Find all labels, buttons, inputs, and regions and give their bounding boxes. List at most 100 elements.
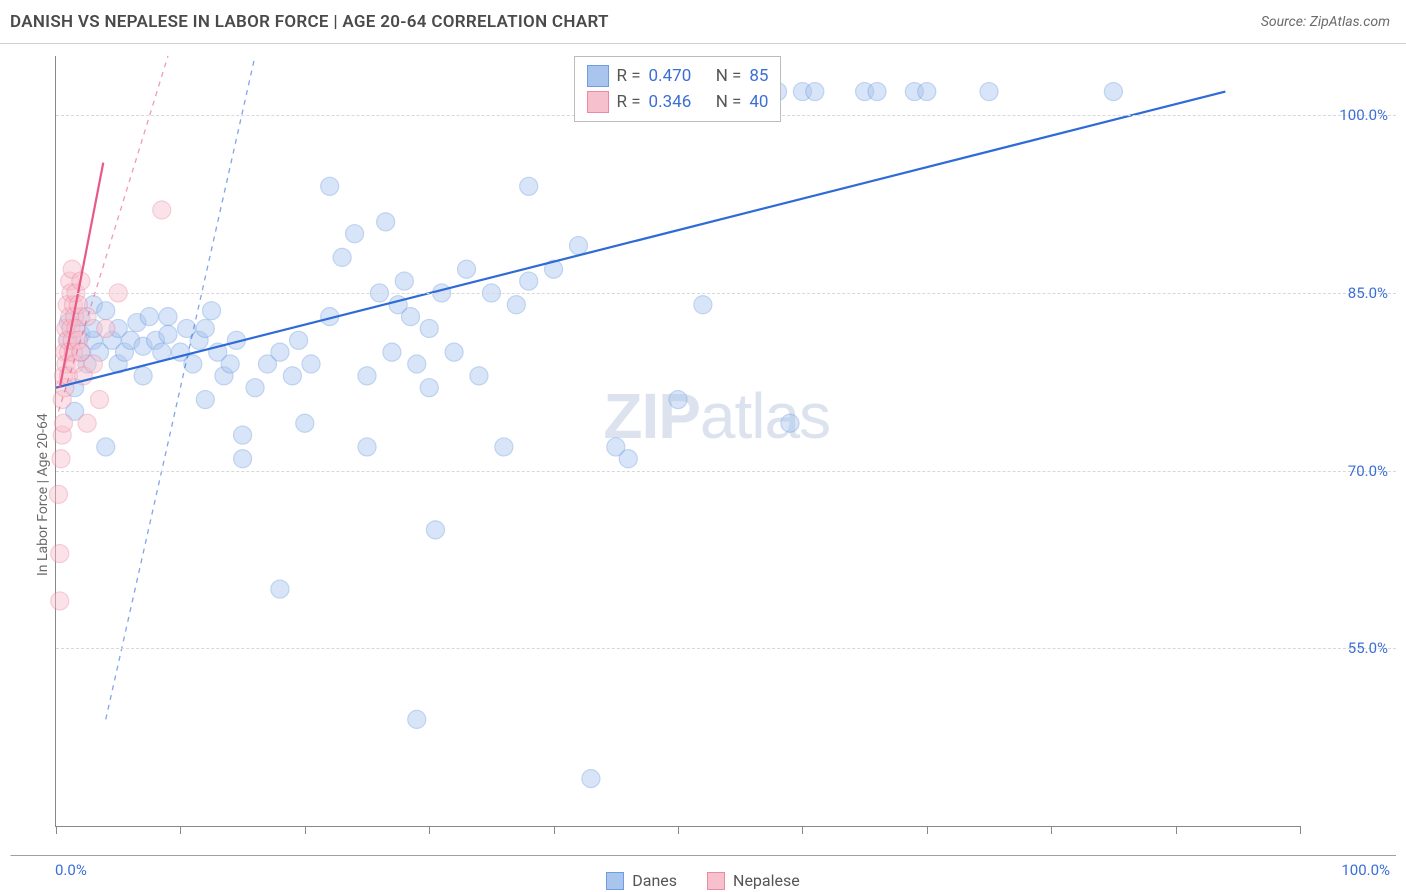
scatter-point <box>806 83 824 101</box>
scatter-point <box>383 343 401 361</box>
chart-source: Source: ZipAtlas.com <box>1261 14 1390 30</box>
legend-stat-row: R = 0.346 N = 40 <box>587 89 769 115</box>
legend-label: Nepalese <box>733 871 800 890</box>
x-tick <box>180 826 181 834</box>
chart-title: DANISH VS NEPALESE IN LABOR FORCE | AGE … <box>10 12 609 32</box>
chart-header: DANISH VS NEPALESE IN LABOR FORCE | AGE … <box>0 0 1406 44</box>
scatter-point <box>51 592 69 610</box>
scatter-point <box>868 83 886 101</box>
chart-container: In Labor Force | Age 20-64 ZIPatlas R = … <box>10 44 1396 856</box>
y-tick-label: 100.0% <box>1339 106 1388 124</box>
r-label: R = <box>617 66 641 86</box>
legend-item: Danes <box>606 871 677 890</box>
legend-item: Nepalese <box>707 871 800 890</box>
scatter-point <box>395 272 413 290</box>
legend-label: Danes <box>632 871 677 890</box>
n-value: 85 <box>749 66 768 86</box>
scatter-point <box>346 225 364 243</box>
scatter-point <box>134 367 152 385</box>
scatter-point <box>333 248 351 266</box>
x-tick <box>678 826 679 834</box>
scatter-point <box>358 367 376 385</box>
scatter-point <box>619 450 637 468</box>
scatter-point <box>507 296 525 314</box>
scatter-point <box>569 237 587 255</box>
scatter-point <box>445 343 463 361</box>
scatter-point <box>196 319 214 337</box>
scatter-point <box>302 355 320 373</box>
x-tick <box>927 826 928 834</box>
scatter-point <box>296 414 314 432</box>
scatter-point <box>358 438 376 456</box>
n-value: 40 <box>749 92 768 112</box>
x-tick <box>1051 826 1052 834</box>
n-label: N = <box>716 92 742 112</box>
scatter-point <box>408 355 426 373</box>
x-tick <box>554 826 555 834</box>
scatter-point <box>91 391 109 409</box>
scatter-point <box>420 319 438 337</box>
scatter-point <box>51 545 69 563</box>
trend-line <box>56 92 1225 388</box>
y-tick-label: 70.0% <box>1348 462 1388 480</box>
y-tick-label: 85.0% <box>1348 284 1388 302</box>
scatter-point <box>520 272 538 290</box>
scatter-point <box>246 379 264 397</box>
scatter-point <box>781 414 799 432</box>
y-axis-label: In Labor Force | Age 20-64 <box>35 413 51 576</box>
r-label: R = <box>617 92 641 112</box>
scatter-point <box>159 325 177 343</box>
n-label: N = <box>716 66 742 86</box>
scatter-point <box>78 414 96 432</box>
x-tick <box>1176 826 1177 834</box>
scatter-point <box>234 450 252 468</box>
x-tick <box>802 826 803 834</box>
scatter-point <box>402 308 420 326</box>
scatter-point <box>980 83 998 101</box>
x-tick <box>429 826 430 834</box>
scatter-point <box>84 355 102 373</box>
scatter-point <box>196 391 214 409</box>
gridline <box>56 293 1396 294</box>
scatter-point <box>78 308 96 326</box>
legend-swatch <box>587 91 609 113</box>
r-value: 0.346 <box>649 92 692 112</box>
scatter-point <box>52 450 70 468</box>
scatter-point <box>321 177 339 195</box>
legend-swatch <box>606 872 624 890</box>
legend-swatch <box>707 872 725 890</box>
scatter-point <box>377 213 395 231</box>
scatter-point <box>140 308 158 326</box>
scatter-point <box>159 308 177 326</box>
chart-area: In Labor Force | Age 20-64 ZIPatlas R = … <box>55 56 1300 827</box>
scatter-point <box>669 391 687 409</box>
plot-svg <box>56 56 1300 826</box>
legend-series: Danes Nepalese <box>0 871 1406 890</box>
scatter-point <box>470 367 488 385</box>
scatter-point <box>203 302 221 320</box>
y-tick-label: 55.0% <box>1348 639 1388 657</box>
legend-stat-row: R = 0.470 N = 85 <box>587 63 769 89</box>
scatter-point <box>420 379 438 397</box>
scatter-point <box>97 319 115 337</box>
scatter-point <box>234 426 252 444</box>
scatter-point <box>426 521 444 539</box>
scatter-point <box>271 343 289 361</box>
scatter-point <box>495 438 513 456</box>
scatter-point <box>408 710 426 728</box>
scatter-point <box>582 770 600 788</box>
scatter-point <box>520 177 538 195</box>
trend-line-dashed <box>106 56 255 719</box>
x-tick <box>1300 826 1301 834</box>
scatter-point <box>97 302 115 320</box>
scatter-point <box>97 438 115 456</box>
scatter-point <box>283 367 301 385</box>
x-tick <box>305 826 306 834</box>
scatter-point <box>458 260 476 278</box>
scatter-point <box>1104 83 1122 101</box>
scatter-point <box>694 296 712 314</box>
r-value: 0.470 <box>649 66 692 86</box>
scatter-point <box>271 580 289 598</box>
legend-swatch <box>587 65 609 87</box>
gridline <box>56 648 1396 649</box>
